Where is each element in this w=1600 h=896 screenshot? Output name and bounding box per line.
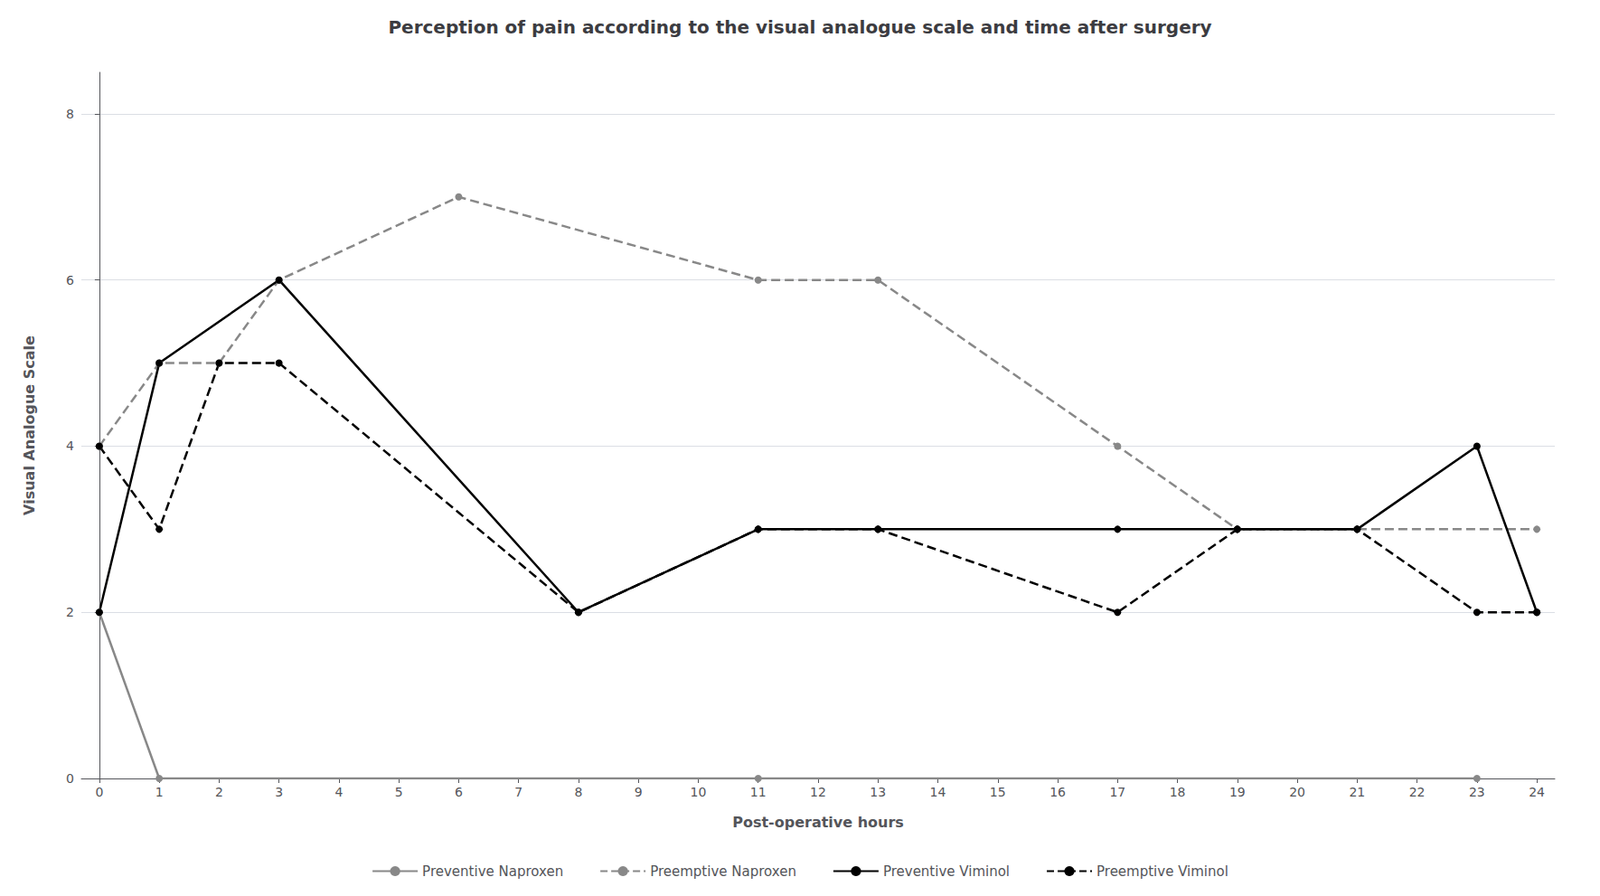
svg-text:6: 6 (65, 272, 75, 288)
svg-text:10: 10 (690, 784, 707, 800)
svg-text:9: 9 (634, 784, 643, 800)
svg-text:15: 15 (989, 784, 1007, 800)
svg-text:6: 6 (454, 784, 463, 800)
svg-text:14: 14 (930, 784, 947, 800)
svg-text:18: 18 (1169, 784, 1186, 800)
svg-text:23: 23 (1468, 784, 1486, 800)
svg-text:Preemptive Viminol: Preemptive Viminol (1096, 863, 1229, 880)
svg-text:Perception of pain according t: Perception of pain according to the visu… (387, 16, 1212, 38)
svg-text:8: 8 (65, 106, 75, 122)
svg-text:16: 16 (1049, 784, 1066, 800)
svg-text:19: 19 (1229, 784, 1246, 800)
svg-text:4: 4 (334, 784, 343, 800)
svg-text:0: 0 (94, 784, 104, 800)
svg-text:Visual Analogue Scale: Visual Analogue Scale (20, 335, 38, 516)
svg-text:2: 2 (215, 784, 224, 800)
svg-text:Preventive Naproxen: Preventive Naproxen (422, 863, 564, 880)
svg-text:Preventive Viminol: Preventive Viminol (883, 863, 1010, 880)
svg-text:Post-operative hours: Post-operative hours (732, 813, 904, 831)
svg-text:12: 12 (809, 784, 827, 800)
svg-text:Preemptive Naproxen: Preemptive Naproxen (649, 863, 797, 880)
svg-text:5: 5 (395, 784, 404, 800)
svg-text:1: 1 (155, 784, 164, 800)
svg-text:24: 24 (1528, 784, 1545, 800)
svg-text:13: 13 (869, 784, 886, 800)
svg-text:11: 11 (750, 784, 767, 800)
svg-text:8: 8 (574, 784, 583, 800)
svg-text:0: 0 (65, 771, 75, 786)
svg-text:20: 20 (1289, 784, 1306, 800)
svg-text:4: 4 (65, 438, 75, 453)
svg-text:22: 22 (1409, 784, 1426, 800)
svg-text:17: 17 (1109, 784, 1126, 800)
svg-text:2: 2 (65, 604, 75, 620)
svg-text:7: 7 (514, 784, 523, 800)
svg-text:3: 3 (274, 784, 283, 800)
svg-text:21: 21 (1348, 784, 1365, 800)
